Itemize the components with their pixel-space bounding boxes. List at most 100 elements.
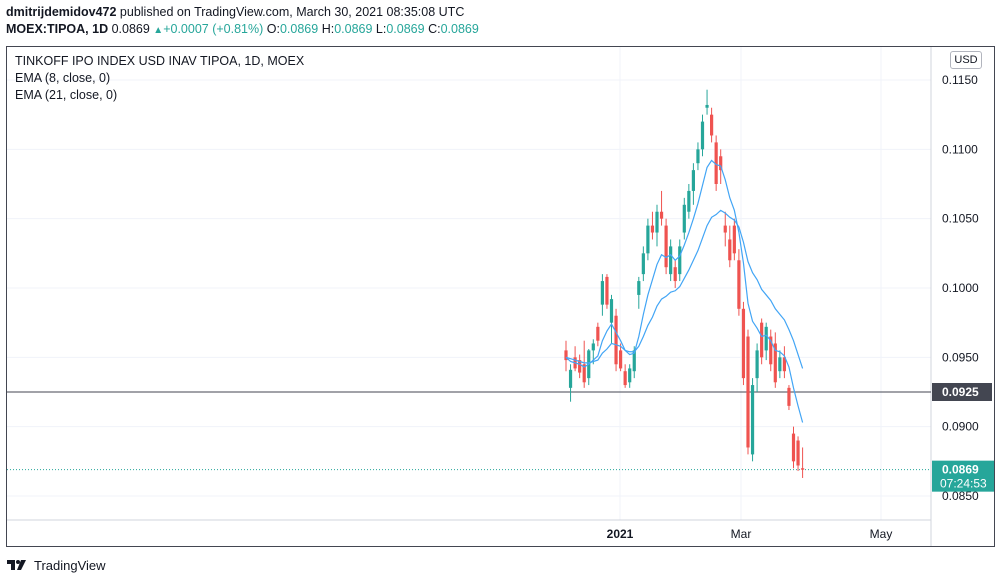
publish-info: dmitrijdemidov472 published on TradingVi… [6, 5, 464, 19]
price-tick-label: 0.1050 [942, 212, 979, 226]
candle-body [778, 357, 782, 372]
candle-body [650, 225, 655, 233]
candle-body [746, 336, 750, 448]
author-name[interactable]: dmitrijdemidov472 [6, 5, 117, 19]
ema21-line [565, 209, 804, 369]
ema21-legend[interactable]: EMA (21, close, 0) [15, 88, 118, 102]
candle-body [728, 239, 732, 261]
candle-body [673, 267, 677, 282]
candle-body [773, 343, 777, 383]
ema8-line [565, 159, 804, 423]
chart-frame[interactable] [6, 46, 995, 547]
brand-name[interactable]: TradingView [34, 557, 106, 573]
candle-body [714, 142, 718, 184]
last-price-tag [932, 460, 994, 492]
symbol-info: MOEX:TIPOA, 1D 0.0869 ▲+0.0007 (+0.81%) … [6, 22, 479, 36]
time-tick-label: Mar [731, 527, 752, 541]
price-tick-label: 0.0850 [942, 489, 979, 503]
candle-body [628, 368, 632, 383]
candle-body [719, 156, 723, 171]
close-label: C: [428, 22, 441, 36]
countdown-text: 07:24:53 [940, 477, 987, 491]
candle-body [582, 364, 586, 383]
candle-body [750, 385, 755, 455]
price-axis-separator [7, 47, 932, 546]
candles [564, 89, 805, 478]
last-value: 0.0869 [111, 22, 150, 36]
candle-body [782, 357, 786, 372]
tradingview-logo-icon [7, 560, 26, 570]
open-label: O: [266, 22, 280, 36]
candle-body [710, 114, 714, 136]
chart-title: TINKOFF IPO INDEX USD INAV TIPOA, 1D, MO… [15, 54, 305, 68]
price-tick-label: 0.0950 [942, 350, 979, 364]
price-tick-label: 0.1150 [942, 73, 978, 87]
open-value: 0.0869 [279, 22, 319, 36]
change-value: +0.0007 (+0.81%) [163, 22, 264, 36]
time-tick-label: 2021 [607, 527, 634, 541]
candle-body [578, 360, 582, 373]
close-value: 0.0869 [440, 22, 479, 36]
candle-body [564, 350, 568, 361]
candle-body [641, 253, 645, 275]
high-value: 0.0869 [334, 22, 373, 36]
candle-body [596, 326, 600, 341]
candle-body [705, 104, 709, 108]
candle-body [659, 211, 664, 219]
candle-body [568, 369, 573, 388]
candle-body [801, 468, 805, 470]
candle-body [764, 326, 768, 351]
up-arrow-icon: ▲ [153, 25, 164, 36]
candle-body [637, 281, 641, 295]
last-price-text: 0.0869 [942, 463, 979, 477]
price-tick-label: 0.0900 [942, 420, 979, 434]
candle-body [787, 387, 791, 406]
candle-body [769, 336, 773, 365]
candle-body [605, 276, 609, 305]
candle-body [732, 225, 736, 254]
candle-body [723, 225, 727, 233]
candle-body [614, 315, 618, 365]
candle-body [796, 440, 800, 466]
price-tick-label: 0.1100 [942, 142, 978, 156]
candle-body [737, 260, 741, 309]
candle-body [609, 299, 614, 323]
candle-body [755, 350, 759, 379]
footer: TradingView [6, 557, 106, 573]
candle-body [687, 190, 691, 212]
ema-lines [565, 159, 804, 423]
candle-body [664, 225, 668, 268]
candle-body [760, 322, 764, 358]
hline-price-tag [932, 383, 992, 401]
candle-body [741, 308, 746, 379]
candle-body [600, 281, 604, 305]
grid-lines [7, 47, 931, 520]
ema8-legend[interactable]: EMA (8, close, 0) [15, 71, 111, 85]
price-tick-label: 0.1000 [942, 281, 979, 295]
published-text: published on TradingView.com, March 30, … [116, 5, 465, 19]
candle-body [655, 211, 659, 233]
candle-body [619, 350, 623, 369]
candle-body [691, 170, 695, 191]
candle-body [669, 246, 673, 275]
currency-badge[interactable]: USD [950, 51, 982, 69]
high-label: H: [321, 22, 335, 36]
time-axis: 2021 Mar May [607, 527, 893, 541]
price-axis: 0.1150 0.1100 0.1050 0.1000 0.0950 0.0900 0.08… [942, 73, 979, 503]
time-tick-label: May [870, 527, 893, 541]
low-label: L: [375, 22, 387, 36]
chart-legend: TINKOFF IPO INDEX USD INAV TIPOA, 1D, MO… [15, 53, 304, 104]
candle-body [678, 246, 682, 275]
candle-body [700, 121, 705, 150]
candle-body [696, 149, 700, 164]
candle-body [623, 371, 627, 386]
hline-price-text: 0.0925 [942, 385, 979, 399]
candle-body [591, 343, 595, 351]
candle-body [791, 433, 796, 462]
symbol-name: MOEX:TIPOA, 1D [6, 22, 109, 36]
low-value: 0.0869 [386, 22, 425, 36]
candle-body [646, 225, 650, 254]
candle-body [632, 350, 636, 372]
